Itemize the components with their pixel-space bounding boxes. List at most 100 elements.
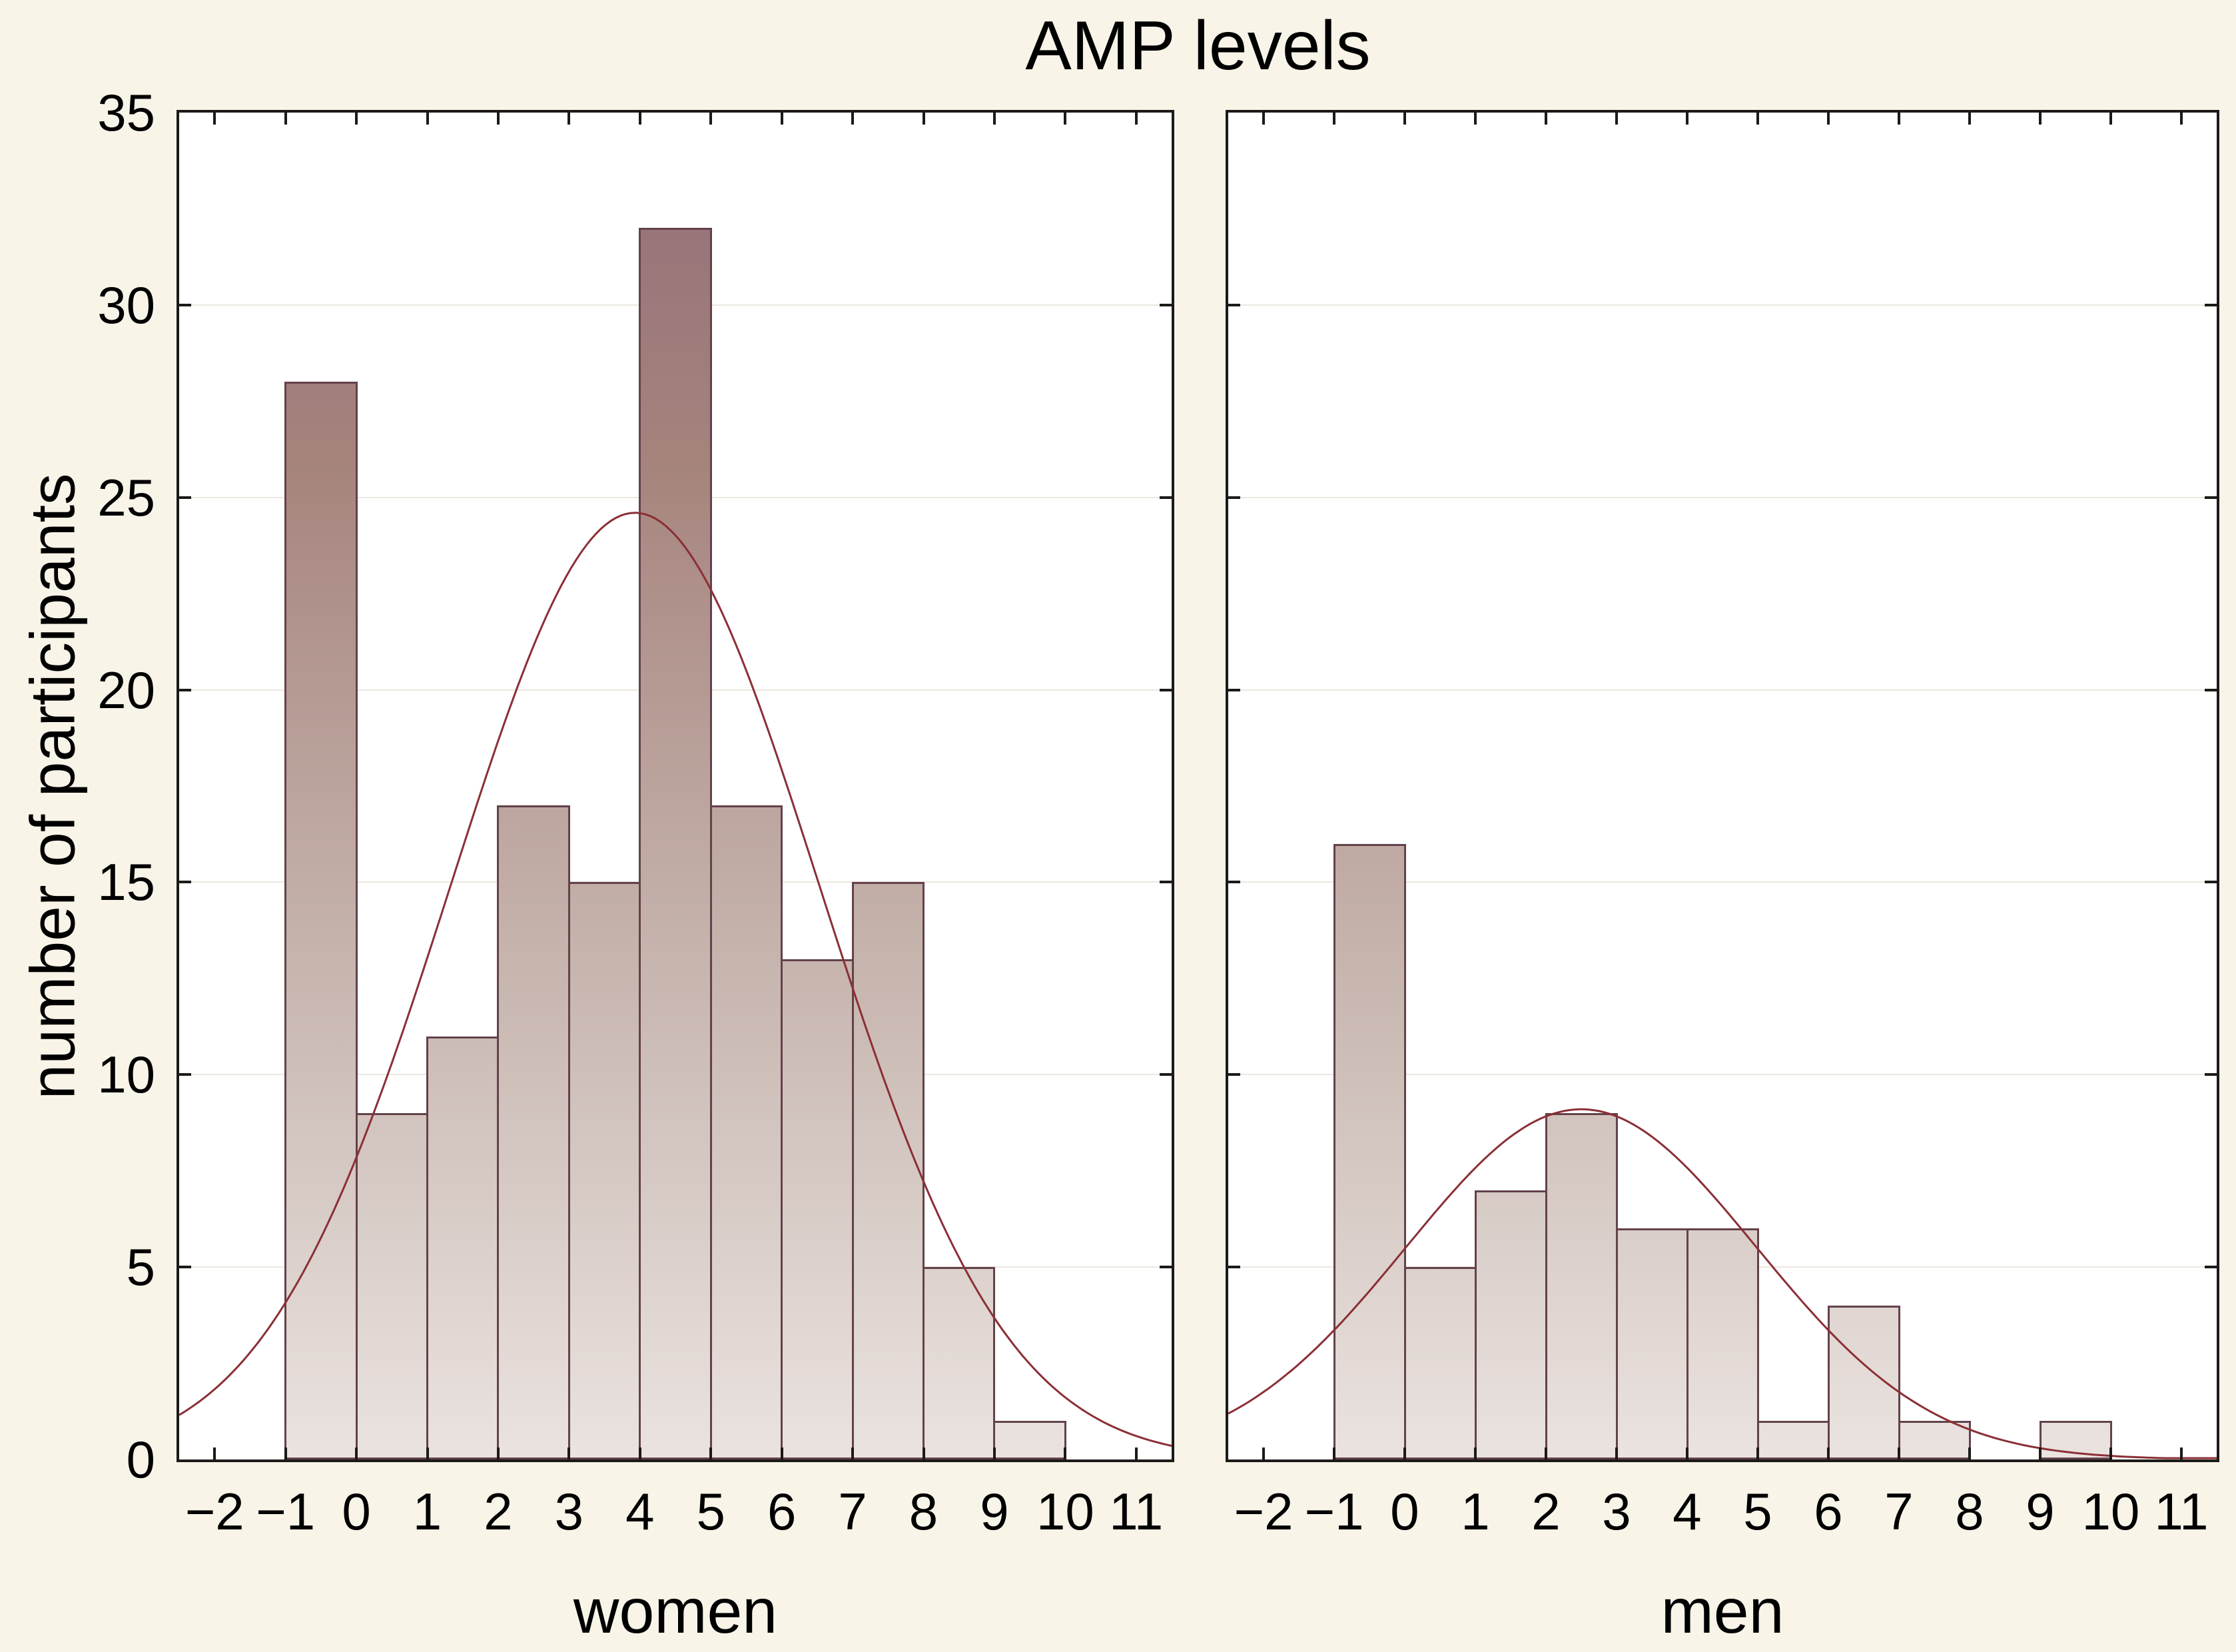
x-tick-bottom-4 <box>1686 1447 1688 1459</box>
x-tick-bottom-9 <box>2039 1447 2042 1459</box>
y-tick-right-10 <box>2205 1073 2217 1076</box>
x-tick-top-11 <box>1134 113 1138 125</box>
x-tick-label-women-11: 11 <box>1109 1482 1164 1541</box>
x-tick-label-women-0: 0 <box>342 1482 371 1541</box>
y-tick-right-25 <box>2205 496 2217 499</box>
y-tick-right-15 <box>2205 881 2217 884</box>
x-tick-label-men-4: 4 <box>1673 1482 1702 1541</box>
x-tick-label-women--1: −1 <box>256 1482 316 1541</box>
x-tick-top-0 <box>1403 113 1406 125</box>
x-tick-top--1 <box>1333 113 1335 125</box>
x-tick-bottom-3 <box>1615 1447 1618 1459</box>
x-tick-top-5 <box>1756 113 1759 125</box>
bar-women-bin-2-to-3 <box>497 805 570 1459</box>
y-tick-left-15 <box>1228 881 1240 884</box>
x-tick-bottom-2 <box>496 1447 500 1459</box>
y-tick-left-5 <box>179 1266 191 1269</box>
x-tick-label-men-5: 5 <box>1743 1482 1772 1541</box>
y-tick-left-30 <box>1228 303 1240 306</box>
bar-women-bin-9-to-10 <box>993 1421 1066 1459</box>
gridline-y-10 <box>1228 1074 2217 1076</box>
x-axis-title-men: men <box>1661 1576 1784 1647</box>
y-tick-left-15 <box>179 881 191 884</box>
x-tick-bottom--2 <box>213 1447 216 1459</box>
x-tick-bottom--1 <box>1333 1447 1335 1459</box>
x-tick-label-women-7: 7 <box>838 1482 867 1541</box>
x-tick-top-7 <box>1898 113 1900 125</box>
bar-women-bin-6-to-7 <box>781 959 854 1459</box>
x-tick-top-9 <box>992 113 996 125</box>
x-tick-top-2 <box>496 113 500 125</box>
gridline-y-25 <box>1228 496 2217 498</box>
x-tick-bottom-9 <box>992 1447 996 1459</box>
x-tick-top-8 <box>1968 113 1971 125</box>
x-tick-top-5 <box>709 113 713 125</box>
y-tick-right-20 <box>1160 688 1172 691</box>
bar-men-bin-2-to-3 <box>1545 1113 1618 1459</box>
bar-men-bin-7-to-8 <box>1898 1421 1971 1459</box>
x-tick-label-women-8: 8 <box>909 1482 938 1541</box>
y-tick-label-10: 10 <box>97 1045 155 1104</box>
y-tick-label-25: 25 <box>97 468 155 527</box>
x-tick-bottom-5 <box>1756 1447 1759 1459</box>
y-tick-label-5: 5 <box>126 1238 155 1297</box>
x-tick-bottom-1 <box>1474 1447 1477 1459</box>
y-tick-right-30 <box>2205 303 2217 306</box>
x-tick-top--1 <box>284 113 287 125</box>
y-tick-right-20 <box>2205 688 2217 691</box>
x-tick-top-10 <box>2109 113 2112 125</box>
x-tick-label-women-2: 2 <box>484 1482 513 1541</box>
histogram-panel-women <box>177 110 1174 1462</box>
x-tick-bottom-10 <box>2109 1447 2112 1459</box>
x-tick-bottom-1 <box>426 1447 429 1459</box>
bar-women-bin--1-to-0 <box>284 382 358 1459</box>
x-tick-bottom-10 <box>1064 1447 1067 1459</box>
x-tick-bottom-11 <box>1134 1447 1138 1459</box>
x-tick-top-6 <box>1827 113 1830 125</box>
x-tick-label-men-11: 11 <box>2154 1482 2209 1541</box>
y-tick-left-20 <box>179 688 191 691</box>
x-tick-label-men-9: 9 <box>2026 1482 2055 1541</box>
y-tick-left-30 <box>179 303 191 306</box>
y-axis-title-text: number of participants <box>17 473 89 1099</box>
gridline-y-20 <box>1228 689 2217 691</box>
x-tick-label-women-6: 6 <box>767 1482 797 1541</box>
x-tick-top-3 <box>1615 113 1618 125</box>
x-tick-label-women-10: 10 <box>1036 1482 1094 1541</box>
y-tick-right-5 <box>2205 1266 2217 1269</box>
chart-title: AMP levels <box>1025 7 1371 85</box>
y-tick-right-10 <box>1160 1073 1172 1076</box>
x-tick-label-men-7: 7 <box>1884 1482 1914 1541</box>
bar-women-bin-7-to-8 <box>851 882 925 1459</box>
x-tick-label-women-5: 5 <box>696 1482 725 1541</box>
x-tick-bottom-7 <box>851 1447 855 1459</box>
x-tick-bottom-6 <box>780 1447 783 1459</box>
y-tick-label-20: 20 <box>97 660 155 719</box>
x-tick-top-7 <box>851 113 855 125</box>
y-tick-left-25 <box>1228 496 1240 499</box>
x-tick-label-women-3: 3 <box>554 1482 584 1541</box>
x-tick-label-women--2: −2 <box>185 1482 244 1541</box>
x-tick-label-men--2: −2 <box>1234 1482 1294 1541</box>
x-tick-bottom-4 <box>638 1447 641 1459</box>
y-tick-left-20 <box>1228 688 1240 691</box>
bar-men-bin-3-to-4 <box>1615 1228 1688 1459</box>
bar-men-bin-1-to-2 <box>1474 1190 1547 1459</box>
y-tick-left-10 <box>1228 1073 1240 1076</box>
x-tick-bottom-5 <box>709 1447 713 1459</box>
x-tick-bottom-0 <box>1403 1447 1406 1459</box>
x-tick-top-2 <box>1545 113 1547 125</box>
x-tick-label-women-9: 9 <box>980 1482 1009 1541</box>
y-tick-label-30: 30 <box>97 275 155 334</box>
bar-men-bin--1-to-0 <box>1333 843 1406 1459</box>
x-tick-top-3 <box>567 113 571 125</box>
x-tick-bottom--2 <box>1262 1447 1265 1459</box>
y-tick-right-25 <box>1160 496 1172 499</box>
y-tick-right-30 <box>1160 303 1172 306</box>
x-tick-bottom-8 <box>922 1447 925 1459</box>
bar-women-bin-3-to-4 <box>567 882 641 1459</box>
y-tick-label-0: 0 <box>126 1430 155 1489</box>
x-axis-title-women: women <box>573 1576 778 1647</box>
y-tick-left-10 <box>179 1073 191 1076</box>
